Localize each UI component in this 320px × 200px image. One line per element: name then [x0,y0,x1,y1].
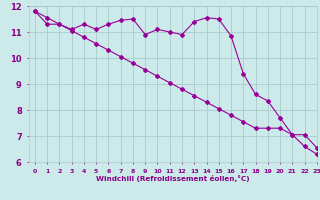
X-axis label: Windchill (Refroidissement éolien,°C): Windchill (Refroidissement éolien,°C) [96,175,250,182]
